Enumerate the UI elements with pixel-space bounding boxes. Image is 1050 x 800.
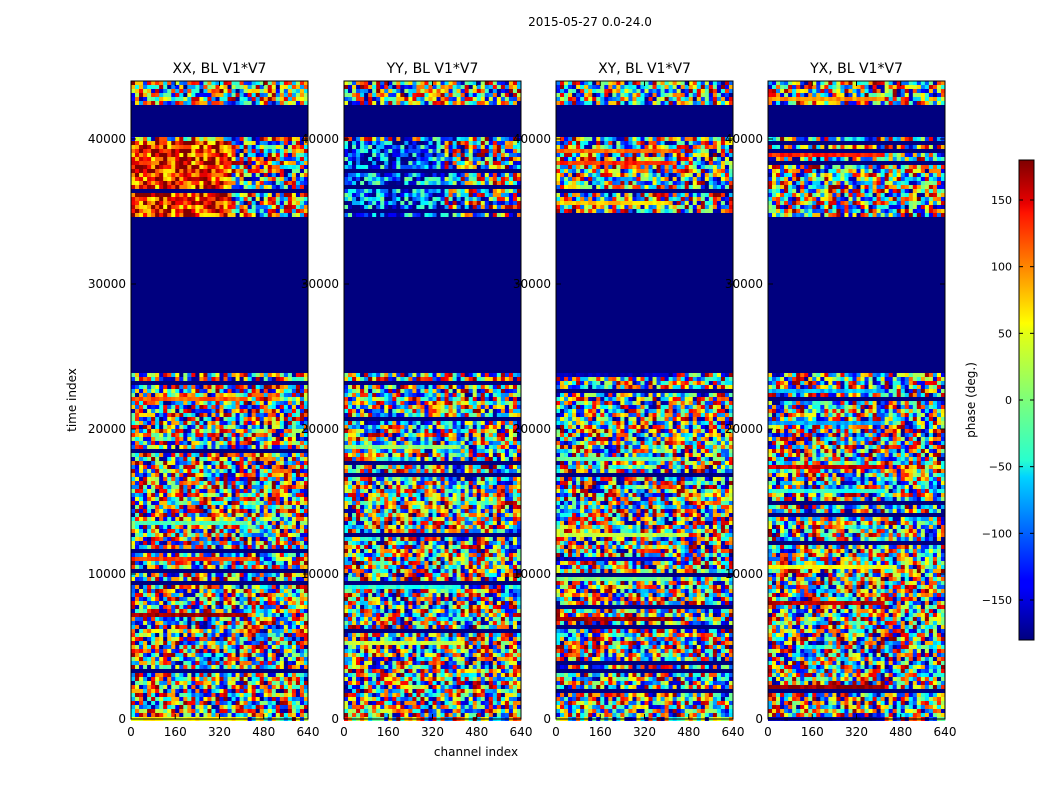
- colorbar-tick-label: −150: [982, 594, 1012, 607]
- panel-title: XX, BL V1*V7: [173, 61, 267, 77]
- x-tick-label: 480: [252, 725, 275, 739]
- y-tick-label: 10000: [88, 567, 126, 581]
- y-axis-label: time index: [65, 368, 79, 432]
- panel-title: YY, BL V1*V7: [386, 61, 479, 77]
- x-tick-label: 0: [127, 725, 135, 739]
- colorbar-tick-label: 150: [991, 194, 1012, 207]
- colorbar-label: phase (deg.): [964, 362, 978, 438]
- x-tick-label: 0: [764, 725, 772, 739]
- panel-xx: XX, BL V1*V7 0 160 320 480 640 0 10000 20000 3000…: [88, 61, 320, 739]
- x-tick-label: 160: [164, 725, 187, 739]
- phase-image: [344, 81, 521, 721]
- phase-image: [556, 81, 733, 721]
- x-tick-label: 480: [465, 725, 488, 739]
- x-tick-label: 640: [510, 725, 533, 739]
- y-tick-label: 0: [118, 712, 126, 726]
- x-tick-label: 640: [722, 725, 745, 739]
- colorbar-tick-label: −100: [982, 527, 1012, 540]
- x-tick-label: 640: [934, 725, 957, 739]
- panels: XX, BL V1*V7 0 160 320 480 640 0 10000 20000 3000…: [88, 61, 957, 739]
- y-tick-label: 20000: [513, 422, 551, 436]
- colorbar-tick-label: 50: [998, 327, 1012, 340]
- y-tick-label: 20000: [725, 422, 763, 436]
- y-tick-label: 30000: [725, 277, 763, 291]
- y-tick-label: 10000: [513, 567, 551, 581]
- x-axis-label: channel index: [434, 745, 518, 759]
- y-tick-label: 10000: [725, 567, 763, 581]
- y-tick-label: 0: [755, 712, 763, 726]
- x-tick-label: 160: [801, 725, 824, 739]
- y-tick-label: 40000: [301, 132, 339, 146]
- y-tick-label: 20000: [88, 422, 126, 436]
- y-tick-label: 40000: [88, 132, 126, 146]
- x-tick-label: 0: [340, 725, 348, 739]
- panel-yy: YY, BL V1*V7 0 160 320 480 640 0 10000 20000 3000…: [301, 61, 533, 739]
- x-tick-label: 160: [589, 725, 612, 739]
- colorbar-tick-label: −50: [989, 461, 1012, 474]
- phase-image: [768, 81, 945, 721]
- y-tick-label: 0: [331, 712, 339, 726]
- x-tick-label: 160: [377, 725, 400, 739]
- panel-yx: YX, BL V1*V7 0 160 320 480 640 0 10000 20000 3000…: [725, 61, 957, 739]
- figure: 2015-05-27 0.0-24.0 XX, BL V1*V7 0 160 320 4…: [0, 0, 1050, 800]
- y-tick-label: 30000: [88, 277, 126, 291]
- panel-xy: XY, BL V1*V7 0 160 320 480 640 0 10000 20000 3000…: [513, 61, 745, 739]
- y-tick-label: 30000: [301, 277, 339, 291]
- suptitle: 2015-05-27 0.0-24.0: [528, 15, 652, 29]
- y-tick-label: 30000: [513, 277, 551, 291]
- y-tick-label: 40000: [513, 132, 551, 146]
- panel-title: YX, BL V1*V7: [809, 61, 903, 77]
- colorbar: 150 100 50 0 −50 −100 −150 phase (deg.): [964, 160, 1034, 640]
- x-tick-label: 320: [633, 725, 656, 739]
- x-tick-label: 480: [889, 725, 912, 739]
- phase-image: [131, 81, 308, 721]
- x-tick-label: 640: [297, 725, 320, 739]
- y-tick-label: 10000: [301, 567, 339, 581]
- x-tick-label: 0: [552, 725, 560, 739]
- y-tick-label: 0: [543, 712, 551, 726]
- x-tick-label: 320: [208, 725, 231, 739]
- colorbar-tick-label: 0: [1005, 394, 1012, 407]
- y-tick-label: 40000: [725, 132, 763, 146]
- x-tick-label: 480: [677, 725, 700, 739]
- panel-title: XY, BL V1*V7: [598, 61, 691, 77]
- x-tick-label: 320: [845, 725, 868, 739]
- colorbar-tick-label: 100: [991, 261, 1012, 274]
- y-tick-label: 20000: [301, 422, 339, 436]
- x-tick-label: 320: [421, 725, 444, 739]
